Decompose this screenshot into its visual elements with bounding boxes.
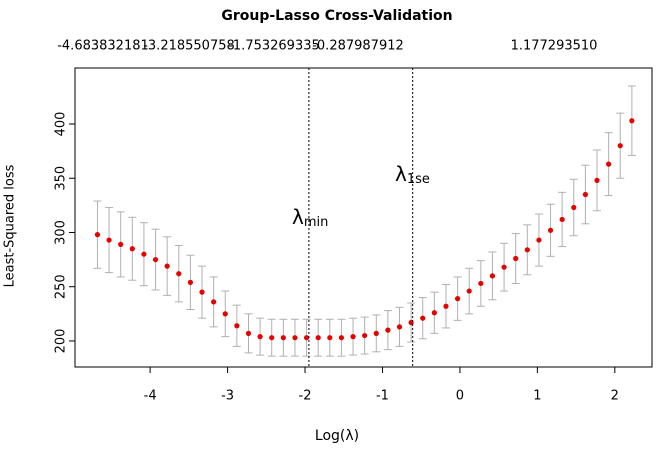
- point: [547, 227, 554, 233]
- x-tick-label: -2: [299, 389, 312, 404]
- point: [106, 237, 112, 243]
- annotation: λmin: [292, 205, 328, 230]
- y-tick-label: 300: [54, 220, 69, 245]
- annotation: λ1se: [395, 162, 430, 187]
- y-tick-label: 250: [54, 274, 69, 299]
- point: [129, 246, 135, 252]
- point: [280, 335, 286, 341]
- annotation-symbol: λ: [292, 205, 304, 229]
- point: [94, 232, 101, 238]
- point: [362, 332, 368, 339]
- point: [455, 296, 461, 302]
- annotation-subscript: min: [304, 215, 329, 230]
- point: [513, 255, 519, 262]
- y-tick-label: 200: [54, 329, 69, 354]
- point: [431, 310, 437, 316]
- point: [292, 335, 298, 341]
- top-label: -1.753269335: [228, 39, 320, 54]
- x-tick-label: 0: [456, 389, 464, 404]
- x-axis-label: Log(λ): [315, 428, 359, 444]
- point: [373, 330, 379, 336]
- point: [606, 161, 612, 167]
- point: [211, 299, 217, 305]
- x-tick-label: 2: [611, 389, 619, 404]
- point: [466, 288, 472, 294]
- point: [315, 335, 321, 341]
- point: [571, 204, 577, 211]
- point: [385, 327, 391, 333]
- point: [327, 335, 333, 341]
- point: [118, 241, 124, 248]
- point: [257, 334, 263, 340]
- point: [559, 216, 565, 223]
- point: [594, 177, 600, 183]
- point: [234, 323, 240, 329]
- top-label: -3.218550758: [143, 39, 235, 54]
- point: [536, 237, 542, 243]
- annotation-symbol: λ: [395, 162, 407, 186]
- point: [478, 280, 484, 287]
- plot-frame: [74, 67, 653, 368]
- point: [501, 264, 507, 270]
- point: [350, 334, 356, 340]
- x-tick-label: -4: [144, 389, 157, 404]
- point: [187, 279, 193, 285]
- top-label: 1.177293510: [511, 39, 598, 54]
- point: [396, 324, 403, 330]
- point: [338, 335, 345, 341]
- point: [245, 330, 252, 336]
- point: [164, 263, 170, 269]
- x-tick-label: -1: [376, 389, 389, 404]
- point: [617, 143, 623, 149]
- point: [152, 256, 159, 263]
- point: [524, 247, 530, 253]
- point: [582, 191, 588, 198]
- top-label: -0.287987912: [312, 39, 404, 54]
- top-label: -4.683832181: [57, 39, 149, 54]
- point: [629, 118, 635, 124]
- point: [176, 271, 182, 277]
- y-tick-label: 400: [54, 112, 69, 137]
- x-tick-label: -3: [221, 389, 234, 404]
- point: [420, 315, 426, 321]
- y-axis-label: Least-Squared loss: [3, 164, 18, 287]
- x-tick-label: 1: [533, 389, 541, 404]
- point: [489, 273, 496, 279]
- chart-title: Group-Lasso Cross-Validation: [221, 8, 452, 24]
- point: [141, 251, 147, 257]
- point: [303, 335, 310, 341]
- point: [443, 303, 449, 309]
- point: [222, 311, 228, 317]
- annotation-subscript: 1se: [407, 172, 430, 187]
- point: [199, 289, 205, 295]
- y-tick-label: 350: [54, 166, 69, 191]
- point: [269, 335, 275, 341]
